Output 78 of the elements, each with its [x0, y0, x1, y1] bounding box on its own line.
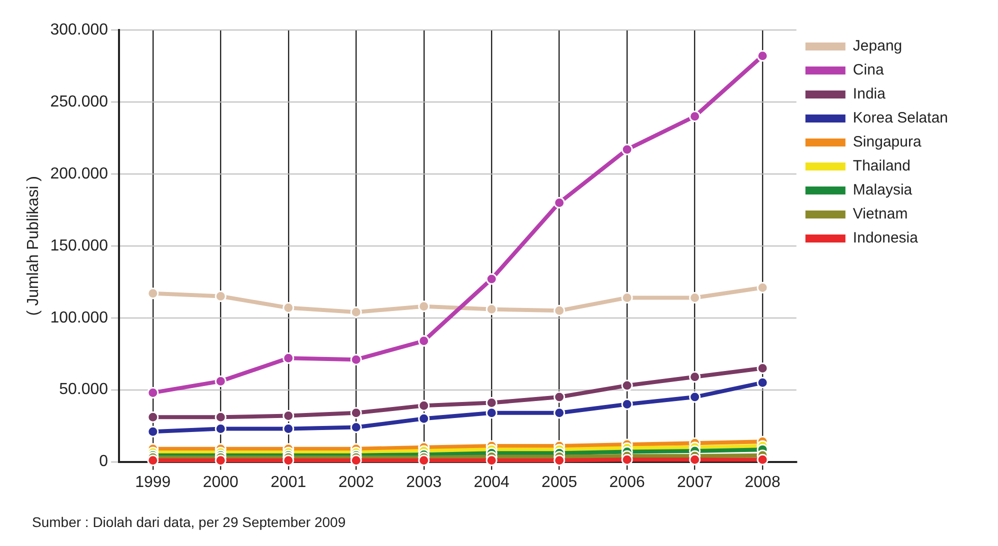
x-tick-label: 2004 [474, 474, 510, 491]
x-tick-label: 2002 [338, 474, 374, 491]
point [554, 391, 566, 403]
y-axis-title: ( Jumlah Publikasi ) [25, 176, 42, 316]
point [214, 411, 226, 423]
y-tick-label: 200.000 [50, 165, 108, 182]
point [418, 400, 430, 412]
x-tick-label: 2006 [609, 474, 645, 491]
x-tick-label: 1999 [135, 474, 171, 491]
point [350, 454, 362, 466]
point [689, 454, 701, 466]
point [214, 375, 226, 387]
point [689, 292, 701, 304]
point [621, 292, 633, 304]
legend-label: Jepang [852, 38, 902, 55]
point [689, 110, 701, 122]
point [147, 386, 159, 398]
y-tick-label: 150.000 [50, 237, 108, 254]
point [147, 411, 159, 423]
x-tick-label: 2007 [677, 474, 713, 491]
point [554, 454, 566, 466]
point [418, 335, 430, 347]
point [282, 302, 294, 314]
point [486, 454, 498, 466]
point [350, 354, 362, 366]
point [689, 371, 701, 383]
point [350, 306, 362, 318]
point [756, 50, 768, 62]
point [486, 273, 498, 285]
point [147, 426, 159, 438]
point [418, 454, 430, 466]
point [350, 407, 362, 419]
point [147, 454, 159, 466]
legend-label: Singapura [852, 134, 922, 151]
point [147, 288, 159, 300]
y-tick-label: 300.000 [50, 21, 108, 38]
point [282, 454, 294, 466]
x-tick-label: 2001 [270, 474, 306, 491]
point [282, 352, 294, 364]
point [486, 407, 498, 419]
point [756, 376, 768, 388]
point [554, 196, 566, 208]
y-tick-label: 250.000 [50, 93, 108, 110]
x-tick-label: 2003 [406, 474, 442, 491]
point [418, 412, 430, 424]
point [689, 391, 701, 403]
legend-label: India [852, 86, 886, 103]
point [554, 407, 566, 419]
legend-label: Malaysia [852, 182, 913, 199]
point [621, 144, 633, 156]
point [486, 397, 498, 409]
y-tick-label: 0 [99, 453, 108, 470]
point [418, 300, 430, 312]
point [621, 454, 633, 466]
legend-label: Cina [852, 62, 884, 79]
y-tick-label: 100.000 [50, 309, 108, 326]
x-tick-label: 2000 [202, 474, 239, 491]
point [350, 422, 362, 434]
y-tick-label: 50.000 [59, 381, 108, 398]
legend-label: Korea Selatan [852, 110, 948, 127]
point [756, 454, 768, 466]
legend-label: Vietnam [852, 206, 908, 223]
point [621, 398, 633, 410]
point [554, 304, 566, 316]
point [214, 290, 226, 302]
point [621, 380, 633, 392]
point [282, 410, 294, 422]
text: Sumber : Diolah dari data, per 29 September 2009 [32, 514, 346, 530]
point [282, 422, 294, 434]
legend-label: Thailand [852, 158, 910, 175]
x-tick-label: 2008 [744, 474, 780, 491]
point [486, 303, 498, 315]
point [756, 362, 768, 374]
point [214, 454, 226, 466]
point [214, 422, 226, 434]
x-tick-label: 2005 [542, 474, 578, 491]
point [756, 282, 768, 294]
legend-label: Indonesia [852, 230, 919, 247]
